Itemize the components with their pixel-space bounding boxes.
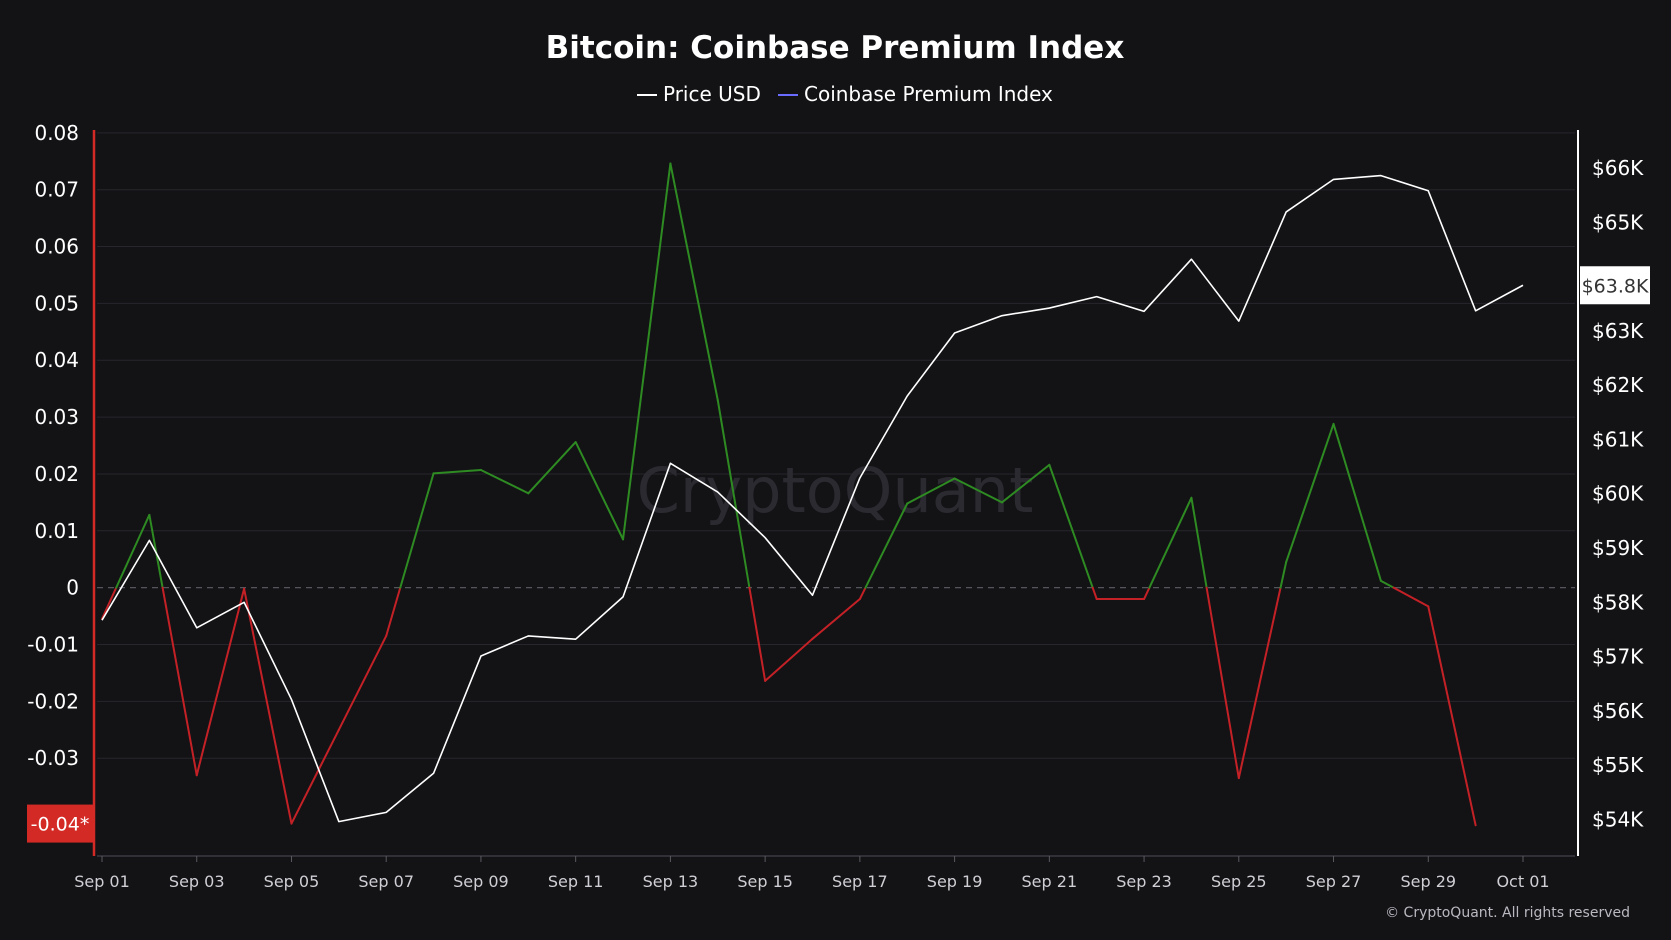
x-tick-label: Sep 25 xyxy=(1211,872,1267,891)
watermark: CryptoQuant xyxy=(637,454,1034,527)
premium-line-segment xyxy=(1190,496,1208,589)
premium-line-segment xyxy=(1379,579,1395,589)
y-left-tick-label: -0.01 xyxy=(27,632,79,656)
x-tick-label: Oct 01 xyxy=(1496,872,1549,891)
premium-line-segment xyxy=(115,513,151,589)
y-right-tick-label: $54K xyxy=(1592,807,1644,831)
premium-line-segment xyxy=(1332,422,1382,582)
premium-line-segment xyxy=(864,502,909,589)
premium-line-segment xyxy=(1237,586,1282,780)
premium-line-segment xyxy=(527,441,577,495)
y-left-tick-label: -0.03 xyxy=(27,746,79,770)
premium-line-segment xyxy=(1392,586,1430,608)
x-tick-label: Sep 19 xyxy=(927,872,983,891)
premium-line-segment xyxy=(385,586,402,637)
x-tick-label: Sep 05 xyxy=(264,872,320,891)
premium-line-segment xyxy=(764,637,814,682)
y-right-tick-label: $59K xyxy=(1592,536,1644,560)
y-right-tick-label: $55K xyxy=(1592,753,1644,777)
premium-line-segment xyxy=(1279,561,1288,589)
right-current-value-badge xyxy=(1580,266,1650,305)
y-right-tick-label: $57K xyxy=(1592,645,1644,669)
y-right-tick-label: $58K xyxy=(1592,590,1644,614)
x-tick-label: Sep 07 xyxy=(358,872,414,891)
premium-line-segment xyxy=(1285,422,1335,564)
premium-line-segment xyxy=(1148,496,1193,589)
premium-line-segment xyxy=(1205,586,1240,780)
legend-label-coinbase-premium-index[interactable]: Coinbase Premium Index xyxy=(804,82,1053,106)
chart-title: Bitcoin: Coinbase Premium Index xyxy=(546,30,1125,66)
y-axis-left-ticks: 0.08 0.07 0.06 0.05 0.04 0.03 0.02 0.01 0 -0.01 -0… xyxy=(27,121,79,770)
premium-line-segment xyxy=(716,399,751,589)
premium-line-segment xyxy=(337,634,388,731)
premium-line-segment xyxy=(574,441,625,541)
y-left-tick-label: 0.04 xyxy=(34,348,79,372)
y-right-tick-label: $62K xyxy=(1592,373,1644,397)
y-left-tick-label: 0 xyxy=(66,576,79,600)
x-tick-label: Sep 09 xyxy=(453,872,509,891)
premium-line-segment xyxy=(290,728,340,825)
premium-line-segment xyxy=(161,586,198,777)
x-tick-label: Sep 15 xyxy=(737,872,793,891)
y-left-tick-label: 0.01 xyxy=(34,519,79,543)
premium-line-segment xyxy=(953,477,1003,504)
y-left-tick-label: -0.02 xyxy=(27,689,79,713)
x-tick-label: Sep 21 xyxy=(1022,872,1078,891)
premium-line-segment xyxy=(1143,586,1151,601)
premium-line-segment xyxy=(1091,586,1098,601)
x-tick-label: Sep 03 xyxy=(169,872,225,891)
premium-line-segment xyxy=(669,162,719,402)
x-tick-label: Sep 13 xyxy=(643,872,699,891)
y-left-tick-label: 0.03 xyxy=(34,405,79,429)
premium-line-segment xyxy=(195,587,246,777)
y-left-tick-label: 0.06 xyxy=(34,235,79,259)
y-right-tick-label: $63K xyxy=(1592,319,1644,343)
x-axis-ticks: Sep 01 Sep 03 Sep 05 Sep 07 Sep 09 Sep 11 Sep … xyxy=(74,856,1550,891)
y-axis-right-ticks: $66K $65K $63K $62K $61K $60K $59K $58K $57K $56K… xyxy=(1592,156,1644,831)
premium-line-segment xyxy=(748,586,767,682)
premium-line-segment xyxy=(101,586,118,620)
grid-lines xyxy=(97,132,1575,759)
legend-label-price-usd[interactable]: Price USD xyxy=(663,82,761,106)
y-left-tick-label: 0.08 xyxy=(34,121,79,145)
x-tick-label: Sep 27 xyxy=(1306,872,1362,891)
x-tick-label: Sep 23 xyxy=(1116,872,1172,891)
series-price-usd xyxy=(101,174,1524,823)
premium-line-segment xyxy=(432,468,482,475)
left-current-value-badge xyxy=(27,804,93,843)
premium-line-segment xyxy=(858,586,867,601)
x-tick-label: Sep 11 xyxy=(548,872,604,891)
y-right-tick-label: $66K xyxy=(1592,156,1644,180)
premium-line-segment xyxy=(622,162,672,541)
y-left-tick-label: 0.05 xyxy=(34,291,79,315)
premium-line-segment xyxy=(906,477,956,505)
price-usd-line xyxy=(101,174,1524,823)
x-tick-label: Sep 01 xyxy=(74,872,130,891)
premium-line-segment xyxy=(1000,463,1051,504)
x-tick-label: Sep 17 xyxy=(832,872,888,891)
copyright-notice: © CryptoQuant. All rights reserved xyxy=(1385,905,1630,921)
series-coinbase-premium-index xyxy=(101,162,1477,827)
x-tick-label: Sep 29 xyxy=(1400,872,1456,891)
y-left-tick-label: 0.07 xyxy=(34,178,79,202)
right-current-value-label: $63.8K xyxy=(1582,275,1649,297)
y-right-tick-label: $61K xyxy=(1592,427,1644,451)
premium-line-segment xyxy=(811,598,861,640)
premium-line-segment xyxy=(243,587,293,825)
premium-line-segment xyxy=(399,472,435,589)
premium-line-segment xyxy=(479,468,530,495)
premium-line-segment xyxy=(1427,605,1477,827)
y-right-tick-label: $65K xyxy=(1592,210,1644,234)
y-right-tick-label: $60K xyxy=(1592,482,1644,506)
legend: Price USD Coinbase Premium Index xyxy=(637,82,1053,106)
axes xyxy=(92,130,1579,857)
y-right-tick-label: $56K xyxy=(1592,699,1644,723)
y-left-tick-label: 0.02 xyxy=(34,462,79,486)
left-current-value-label: -0.04* xyxy=(31,814,90,836)
premium-line-segment xyxy=(1048,463,1094,589)
current-value-markers: -0.04* $63.8K xyxy=(27,266,1650,843)
